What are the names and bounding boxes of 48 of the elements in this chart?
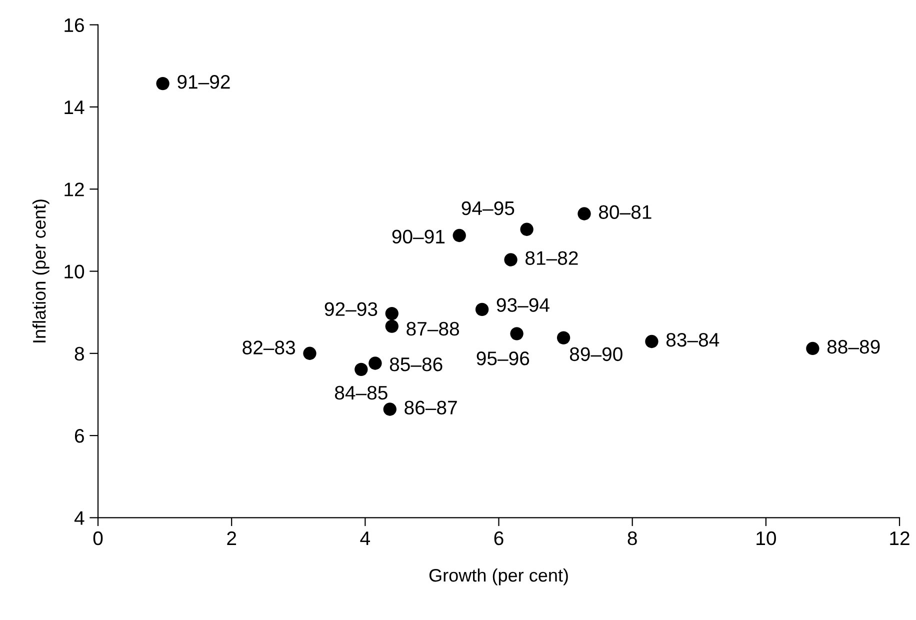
data-label: 88–89 — [827, 340, 880, 354]
data-label: 93–94 — [496, 298, 550, 312]
data-label: 91–92 — [178, 74, 230, 89]
y-tick-label: 10 — [64, 264, 84, 278]
point — [510, 327, 524, 340]
y-tick-label: 6 — [74, 429, 84, 443]
y-tick-label: 4 — [74, 511, 84, 525]
point — [452, 228, 466, 242]
x-tick-label: 10 — [756, 531, 776, 546]
y-tick-label: 12 — [64, 182, 84, 196]
point — [806, 342, 820, 356]
point — [385, 320, 398, 333]
point — [475, 302, 489, 316]
point — [354, 362, 368, 376]
data-label: 90–91 — [392, 230, 445, 244]
data-label: 92–93 — [324, 302, 378, 316]
data-label: 84–85 — [334, 386, 388, 400]
x-tick-label: 8 — [628, 531, 637, 546]
data-label: 86–87 — [404, 400, 457, 414]
data-label: 80–81 — [598, 205, 652, 219]
point — [520, 222, 534, 236]
y-axis-title: Inflation (per cent) — [32, 200, 50, 342]
point — [578, 207, 591, 220]
x-tick-label: 4 — [360, 532, 370, 545]
point — [645, 334, 658, 348]
point — [385, 306, 398, 320]
y-tick-label: 16 — [64, 18, 84, 32]
data-label: 82–83 — [242, 340, 296, 354]
point — [303, 346, 316, 360]
x-tick-label: 0 — [93, 531, 103, 546]
point — [383, 402, 396, 416]
x-tick-label: 12 — [890, 531, 910, 545]
data-label: 85–86 — [390, 357, 442, 372]
point — [156, 76, 170, 90]
x-axis-title: Growth (per cent) — [429, 568, 568, 586]
point — [368, 356, 382, 370]
data-label: 89–90 — [570, 347, 622, 362]
point — [504, 253, 518, 266]
point — [556, 331, 570, 344]
data-label: 95–96 — [476, 352, 530, 366]
data-label: 94–95 — [462, 201, 514, 216]
x-tick-label: 6 — [494, 531, 504, 546]
y-tick-label: 8 — [74, 346, 84, 361]
x-tick-label: 2 — [227, 531, 236, 545]
y-tick-label: 14 — [64, 100, 84, 114]
data-label: 83–84 — [666, 332, 720, 347]
data-label: 81–82 — [526, 251, 578, 265]
data-label: 87–88 — [406, 322, 460, 336]
